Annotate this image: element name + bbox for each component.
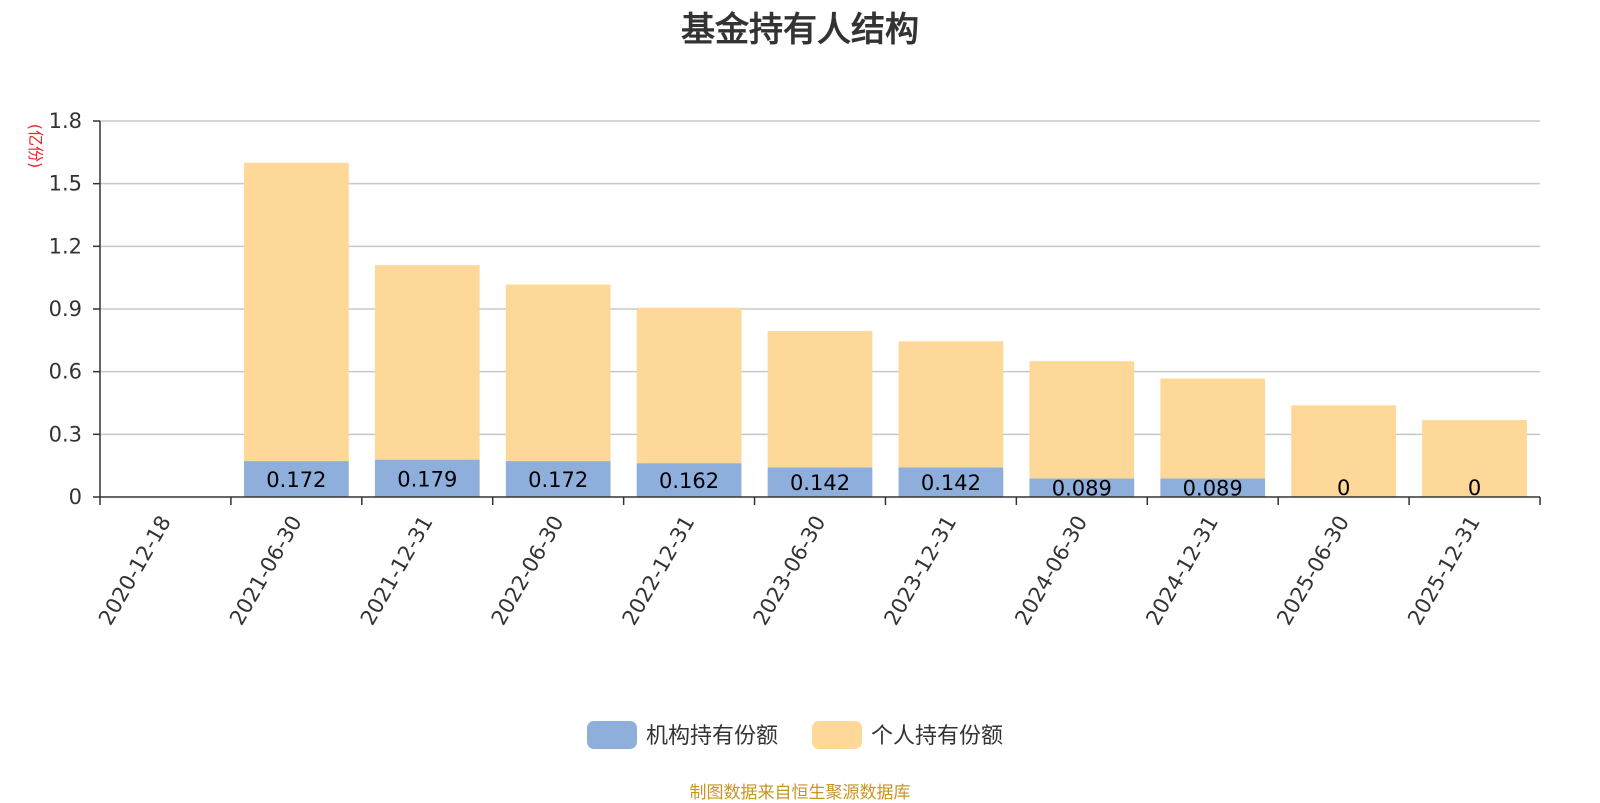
bar-individual	[1160, 378, 1266, 479]
legend: 机构持有份额 个人持有份额	[587, 721, 1003, 749]
x-tick-label: 2024-12-31	[1141, 512, 1223, 630]
legend-label-institutional: 机构持有份额	[646, 724, 778, 749]
bar-value-label: 0.142	[790, 471, 850, 495]
bar-individual	[1291, 405, 1396, 497]
bar-institutional	[898, 467, 1004, 497]
y-tick-label: 1.8	[49, 109, 82, 133]
bar-individual	[898, 341, 1004, 468]
bars	[244, 162, 1527, 497]
legend-swatch-institutional	[587, 721, 637, 749]
x-tick-label: 2021-12-31	[356, 511, 438, 629]
bar-individual	[636, 307, 742, 464]
x-tick-label: 2023-06-30	[749, 512, 831, 630]
y-tick-label: 0.6	[49, 360, 82, 384]
bar-value-label: 0.179	[397, 467, 457, 491]
y-tick-label: 1.2	[49, 234, 82, 258]
x-tick-label: 2023-12-31	[879, 512, 961, 630]
bar-value-label: 0	[1337, 476, 1350, 500]
legend-item-institutional[interactable]: 机构持有份额	[587, 721, 778, 749]
bar-individual	[767, 331, 873, 468]
bar-institutional	[505, 461, 611, 497]
data-source-note: 制图数据来自恒生聚源数据库	[689, 783, 911, 803]
bar-individual	[1029, 361, 1135, 479]
y-axis-unit-label: (亿份)	[26, 124, 45, 169]
bar-individual	[244, 162, 349, 462]
bar-institutional	[1160, 478, 1266, 497]
legend-label-individual: 个人持有份额	[871, 724, 1003, 749]
x-tick-label: 2021-06-30	[225, 512, 307, 630]
bar-individual	[1422, 420, 1527, 497]
y-tick-label: 1.5	[49, 172, 82, 196]
x-tick-label: 2025-06-30	[1272, 512, 1354, 630]
bar-institutional	[374, 459, 480, 497]
bar-value-label: 0.162	[659, 469, 719, 493]
x-tick-label: 2024-06-30	[1010, 512, 1092, 630]
x-tick-label: 2022-12-31	[618, 512, 700, 630]
bar-value-label: 0.172	[266, 468, 326, 492]
bar-institutional	[1029, 478, 1135, 497]
bar-value-label: 0.172	[528, 468, 588, 492]
legend-swatch-individual	[812, 721, 862, 749]
y-tick-label: 0.9	[49, 297, 82, 321]
bar-value-label: 0.142	[921, 471, 981, 495]
legend-item-individual[interactable]: 个人持有份额	[812, 721, 1003, 749]
x-tick-label: 2025-12-31	[1403, 512, 1485, 630]
bar-value-label: 0	[1468, 476, 1481, 500]
bar-individual	[505, 284, 611, 462]
x-tick-label: 2020-12-18	[94, 512, 176, 630]
bar-institutional	[767, 467, 873, 497]
bar-institutional	[636, 463, 742, 497]
y-tick-label: 0	[69, 485, 82, 509]
y-tick-label: 0.3	[49, 422, 82, 446]
bar-individual	[374, 265, 480, 460]
bar-institutional	[244, 461, 349, 497]
chart-title: 基金持有人结构	[681, 10, 919, 50]
x-tick-label: 2022-06-30	[487, 512, 569, 630]
